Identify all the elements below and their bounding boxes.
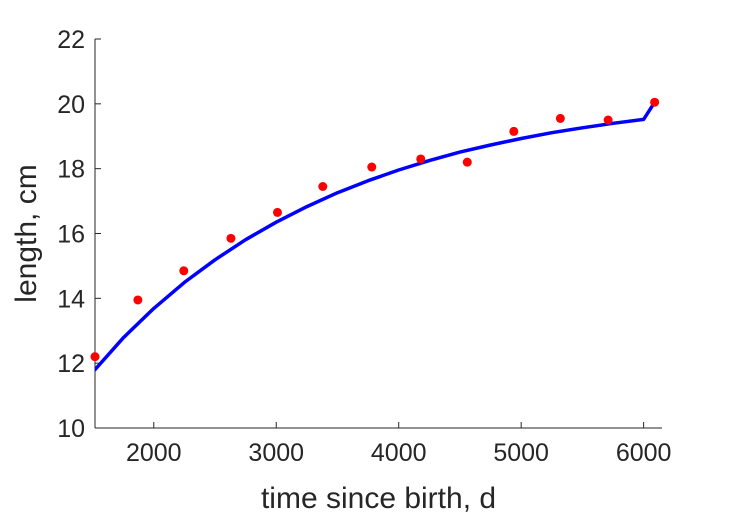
data-point [650, 97, 660, 107]
x-tick-label: 4000 [371, 439, 427, 467]
y-tick-label: 20 [57, 91, 85, 119]
data-point [272, 207, 282, 217]
y-axis-label: length, cm [10, 164, 43, 302]
data-point [318, 181, 328, 191]
data-point [603, 115, 613, 125]
x-tick-label: 2000 [126, 439, 182, 467]
fit-line [95, 100, 657, 372]
data-point [367, 162, 377, 172]
data-point [416, 154, 426, 164]
y-tick-label: 18 [57, 156, 85, 184]
y-tick-label: 16 [57, 221, 85, 249]
fit-series [95, 100, 657, 372]
y-tick-label: 14 [57, 285, 85, 313]
y-tick-label: 22 [57, 26, 85, 54]
data-point [555, 113, 565, 123]
x-axis-label: time since birth, d [261, 482, 496, 515]
y-tick-label: 10 [57, 415, 85, 443]
data-point [90, 352, 100, 362]
data-point [509, 126, 519, 136]
axes: 2000 3000 4000 5000 6000 10 12 14 16 18 20 22 [57, 26, 671, 467]
y-tick-label: 12 [57, 350, 85, 378]
data-point [179, 266, 189, 276]
x-tick-label: 3000 [248, 439, 304, 467]
data-point [462, 157, 472, 167]
point-series [90, 97, 660, 362]
data-point [133, 295, 143, 305]
x-tick-label: 6000 [616, 439, 672, 467]
x-tick-label: 5000 [493, 439, 549, 467]
data-point [226, 233, 236, 243]
